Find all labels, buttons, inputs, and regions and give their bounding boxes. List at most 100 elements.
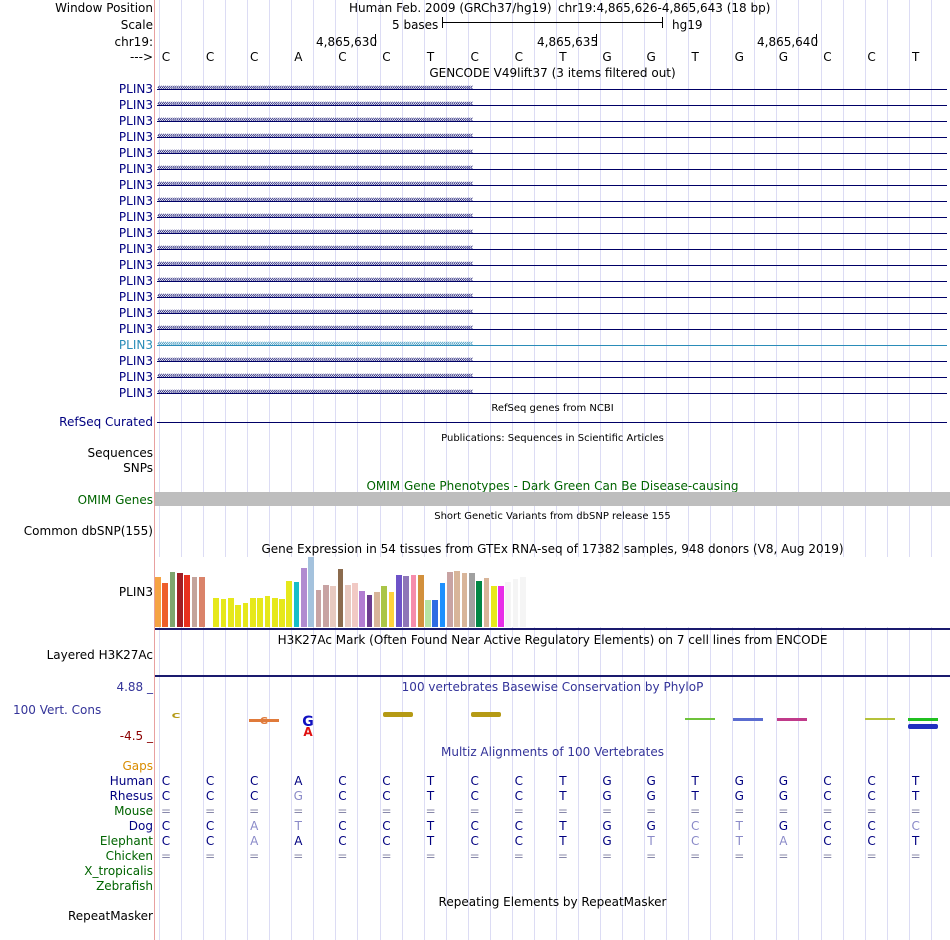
gtex-tissue-bar[interactable] <box>322 585 329 627</box>
gencode-transcript[interactable] <box>157 217 947 218</box>
gtex-tissue-bar[interactable] <box>410 574 417 627</box>
gencode-item-label[interactable]: PLIN3 <box>118 322 153 336</box>
sequences-label[interactable]: Sequences <box>87 446 153 460</box>
gencode-item-label[interactable]: PLIN3 <box>118 370 153 384</box>
h3k27ac-label[interactable]: Layered H3K27Ac <box>46 648 153 662</box>
gencode-transcript[interactable] <box>157 297 947 298</box>
gtex-tissue-bar[interactable] <box>155 576 161 627</box>
gtex-tissue-bar[interactable] <box>293 582 300 627</box>
gtex-tissue-bar[interactable] <box>315 589 322 627</box>
gencode-item-label[interactable]: PLIN3 <box>118 146 153 160</box>
gencode-transcript[interactable] <box>157 265 947 266</box>
gtex-tissue-bar[interactable] <box>279 599 285 627</box>
gencode-item-label[interactable]: PLIN3 <box>118 306 153 320</box>
gtex-tissue-bar[interactable] <box>330 585 336 627</box>
omim-label[interactable]: OMIM Genes <box>77 493 153 507</box>
gtex-tissue-bar[interactable] <box>439 582 446 627</box>
h3k27ac-track-title[interactable]: H3K27Ac Mark (Often Found Near Active Re… <box>277 633 828 647</box>
gtex-tissue-bar[interactable] <box>366 594 373 627</box>
gencode-item-label[interactable]: PLIN3 <box>118 354 153 368</box>
gtex-tissue-bar[interactable] <box>228 598 234 627</box>
gtex-tissue-bar[interactable] <box>169 572 176 627</box>
gencode-transcript[interactable] <box>157 361 947 362</box>
gtex-tissue-bar[interactable] <box>432 600 439 627</box>
gencode-item-label[interactable]: PLIN3 <box>118 290 153 304</box>
gencode-transcript[interactable] <box>157 377 947 378</box>
gencode-transcript[interactable] <box>157 233 947 234</box>
gtex-tissue-bar[interactable] <box>344 585 351 627</box>
dbsnp-track-title[interactable]: Short Genetic Variants from dbSNP releas… <box>434 511 671 522</box>
gtex-tissue-bar[interactable] <box>447 572 453 627</box>
gencode-item-label[interactable]: PLIN3 <box>118 82 153 96</box>
gencode-transcript[interactable] <box>157 313 947 314</box>
gencode-item-label[interactable]: PLIN3 <box>118 114 153 128</box>
gtex-tissue-bar[interactable] <box>520 576 526 627</box>
gencode-transcript[interactable] <box>157 329 947 330</box>
gencode-track-title[interactable]: GENCODE V49lift37 (3 items filtered out) <box>429 66 676 80</box>
gencode-transcript[interactable] <box>157 393 947 394</box>
gencode-transcript[interactable] <box>157 169 947 170</box>
publications-track-title[interactable]: Publications: Sequences in Scientific Ar… <box>441 433 664 444</box>
gtex-tissue-bar[interactable] <box>301 567 307 627</box>
gtex-tissue-bar[interactable] <box>271 597 278 627</box>
gtex-tissue-bar[interactable] <box>505 582 512 627</box>
gtex-tissue-bar[interactable] <box>257 597 263 627</box>
phylop-label[interactable]: 100 Vert. Cons <box>13 703 102 717</box>
multiz-species-label[interactable]: Human <box>109 774 153 788</box>
gencode-transcript[interactable] <box>157 89 947 90</box>
gencode-transcript[interactable] <box>157 201 947 202</box>
refseq-track-title[interactable]: RefSeq genes from NCBI <box>491 403 614 414</box>
gtex-tissue-bar[interactable] <box>388 592 395 627</box>
snps-label[interactable]: SNPs <box>123 461 153 475</box>
gencode-transcript[interactable] <box>157 105 947 106</box>
gencode-item-label[interactable]: PLIN3 <box>118 194 153 208</box>
multiz-species-label[interactable]: Dog <box>128 819 153 833</box>
gtex-tissue-bar[interactable] <box>191 576 198 627</box>
gencode-transcript[interactable] <box>157 345 947 346</box>
gtex-label[interactable]: PLIN3 <box>118 585 153 599</box>
gencode-item-label[interactable]: PLIN3 <box>118 178 153 192</box>
omim-gene-bar[interactable] <box>155 492 950 506</box>
gencode-item-label[interactable]: PLIN3 <box>118 258 153 272</box>
multiz-species-label[interactable]: X_tropicalis <box>84 864 153 878</box>
gtex-tissue-bar[interactable] <box>264 596 271 627</box>
multiz-species-label[interactable]: Zebrafish <box>96 879 153 893</box>
gtex-tissue-bar[interactable] <box>476 580 482 627</box>
gencode-transcript[interactable] <box>157 249 947 250</box>
gencode-item-label[interactable]: PLIN3 <box>118 130 153 144</box>
gtex-tissue-bar[interactable] <box>454 571 461 627</box>
gencode-item-label[interactable]: PLIN3 <box>118 338 153 352</box>
multiz-species-label[interactable]: Chicken <box>105 849 153 863</box>
gencode-item-label[interactable]: PLIN3 <box>118 98 153 112</box>
gtex-tissue-bar[interactable] <box>220 599 227 627</box>
gencode-item-label[interactable]: PLIN3 <box>118 226 153 240</box>
gtex-tissue-bar[interactable] <box>337 568 344 627</box>
gtex-tissue-bar[interactable] <box>249 598 256 627</box>
multiz-species-label[interactable]: Elephant <box>99 834 153 848</box>
gtex-tissue-bar[interactable] <box>417 574 424 627</box>
gtex-tissue-bar[interactable] <box>425 600 431 627</box>
gencode-transcript[interactable] <box>157 121 947 122</box>
phylop-logos[interactable]: C G G A <box>155 708 950 736</box>
gencode-item-label[interactable]: PLIN3 <box>118 274 153 288</box>
multiz-species-label[interactable]: Rhesus <box>109 789 153 803</box>
gencode-item-label[interactable]: PLIN3 <box>118 210 153 224</box>
gtex-tissue-bar[interactable] <box>352 582 358 627</box>
gencode-item-label[interactable]: PLIN3 <box>118 386 153 400</box>
repeatmasker-track-title[interactable]: Repeating Elements by RepeatMasker <box>438 895 667 909</box>
gencode-transcript[interactable] <box>157 153 947 154</box>
gtex-tissue-bar[interactable] <box>374 592 380 627</box>
gtex-tissue-bar[interactable] <box>184 575 190 627</box>
repeatmasker-label[interactable]: RepeatMasker <box>67 909 153 923</box>
gtex-tissue-bar[interactable] <box>162 582 169 627</box>
gencode-transcript[interactable] <box>157 185 947 186</box>
refseq-gene-line[interactable] <box>157 422 947 423</box>
gtex-tissue-bar[interactable] <box>512 579 519 627</box>
gtex-tissue-bar[interactable] <box>381 586 388 627</box>
dbsnp-label[interactable]: Common dbSNP(155) <box>23 524 153 538</box>
refseq-label[interactable]: RefSeq Curated <box>59 415 153 429</box>
multiz-species-label[interactable]: Mouse <box>114 804 153 818</box>
gtex-tissue-bar[interactable] <box>483 578 490 627</box>
gtex-tissue-bar[interactable] <box>461 573 468 627</box>
gtex-tissue-bar[interactable] <box>198 576 205 627</box>
